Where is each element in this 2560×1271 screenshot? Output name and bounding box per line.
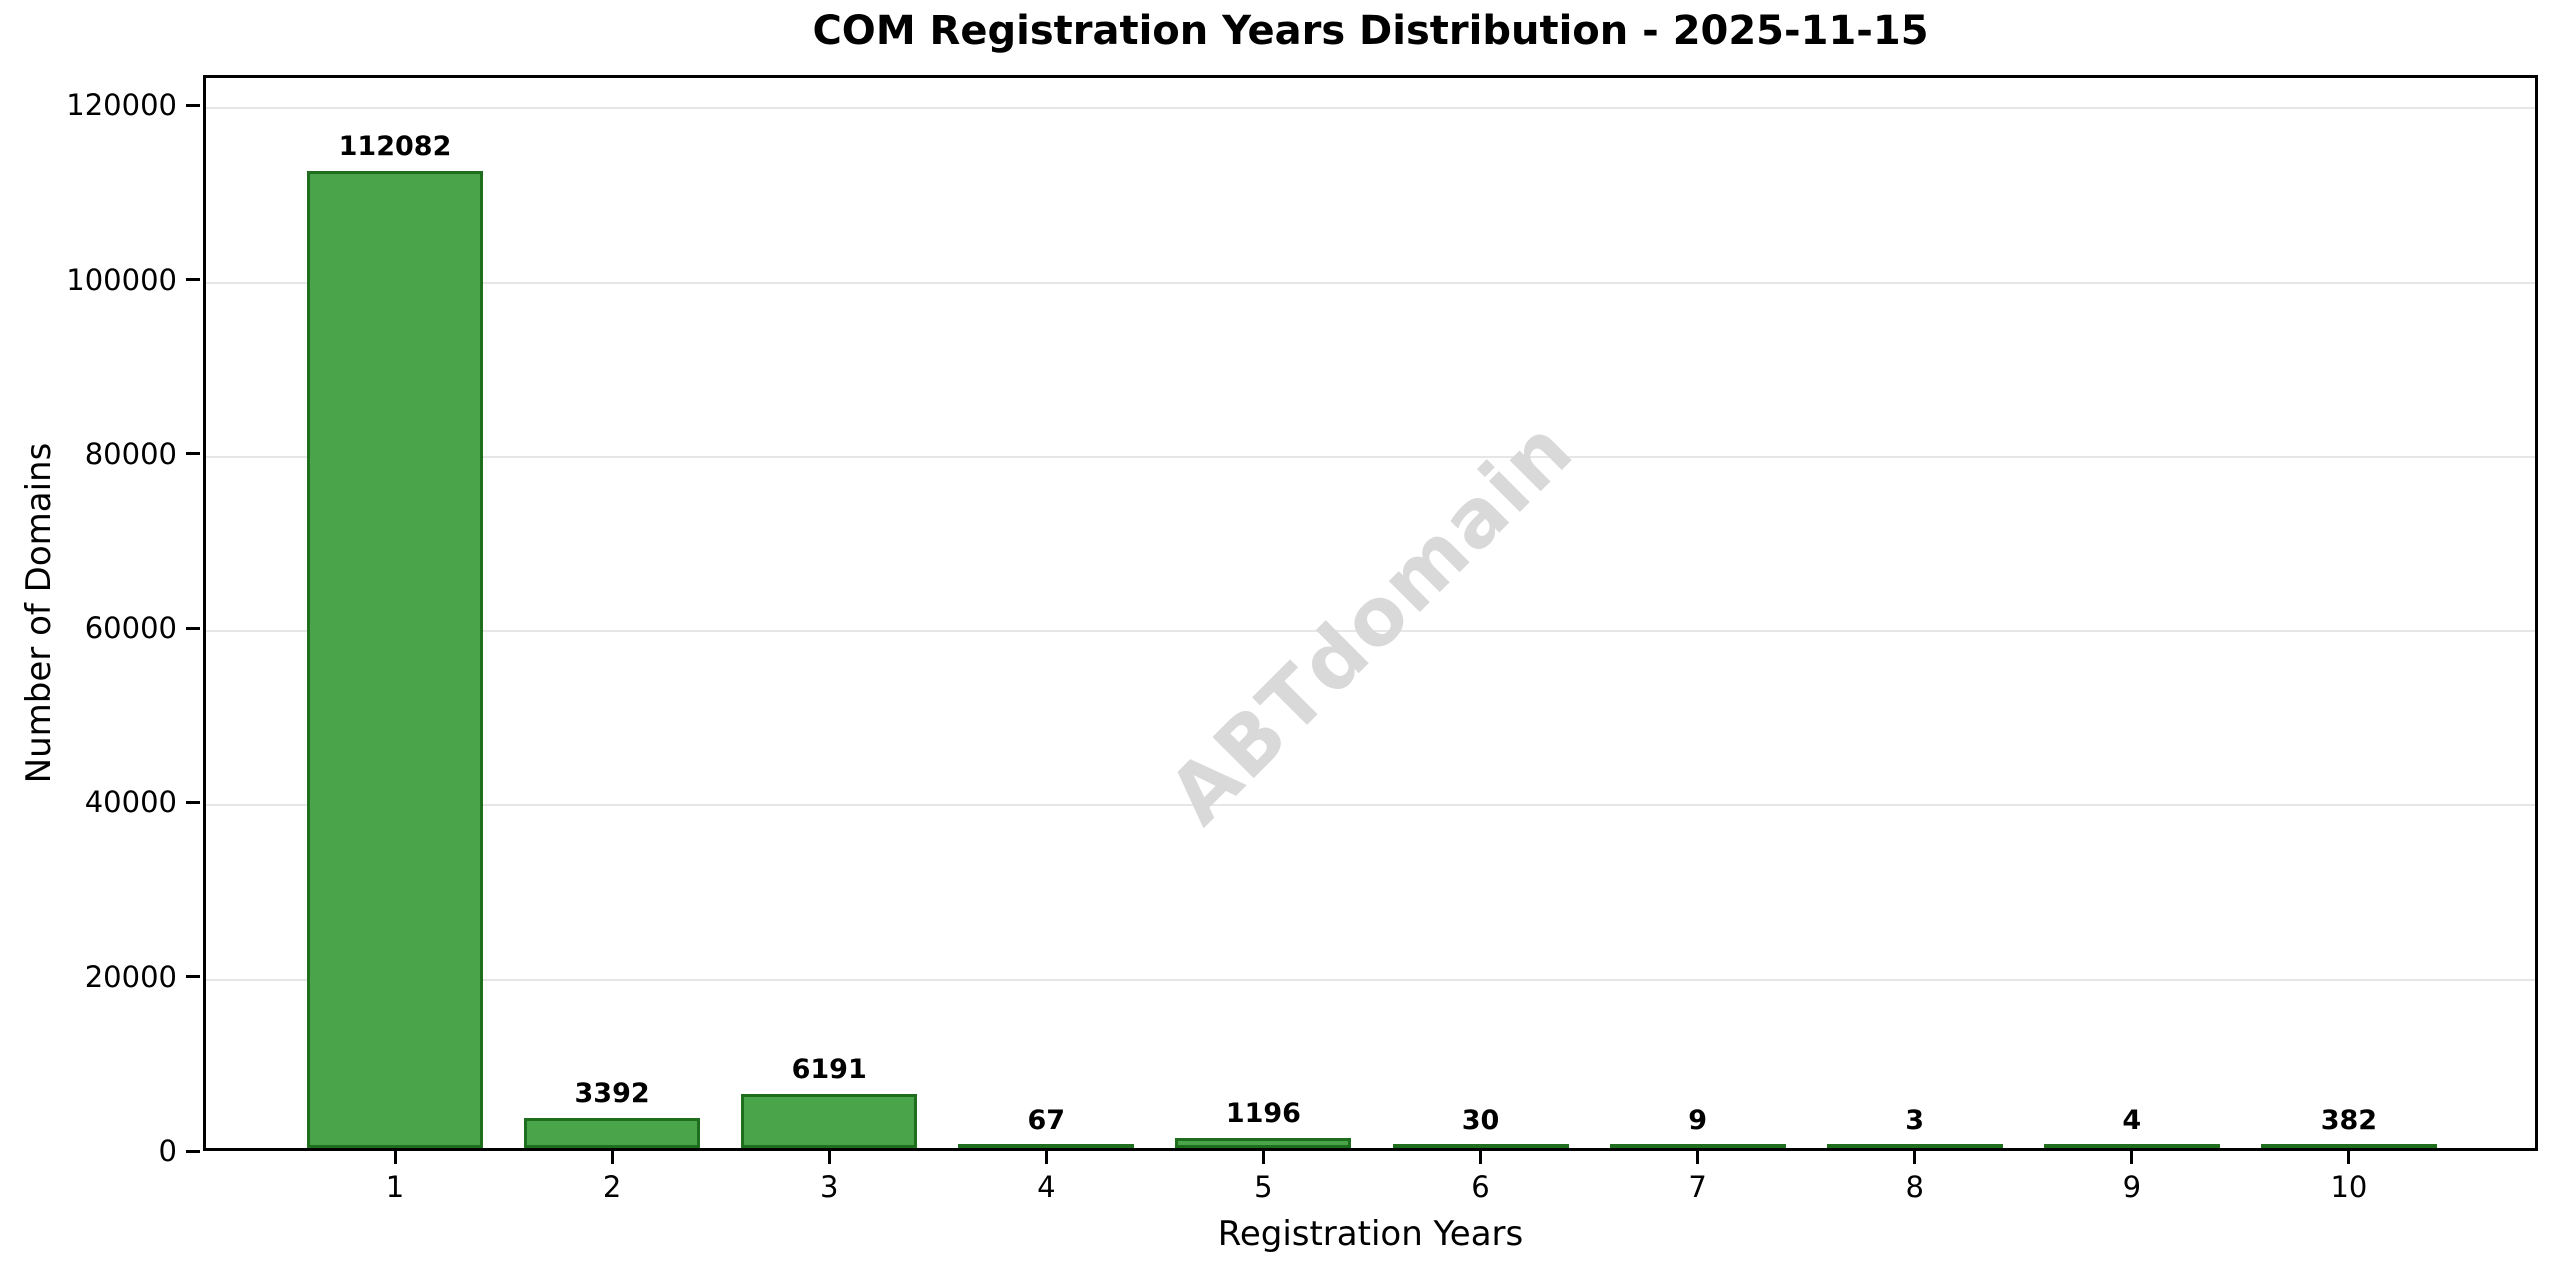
y-tick-label-120000: 120000 [66,88,177,123]
x-tick-label-4: 4 [1037,1170,1056,1204]
bar-year-5 [1175,1137,1352,1148]
plot-area: ABTdomain 112082 3392 6191 67 1196 30 9 3 4 382 [203,75,2538,1151]
bar-year-2 [524,1118,701,1148]
x-tick-label-2: 2 [602,1170,622,1204]
x-tick-label-7: 7 [1688,1170,1707,1204]
bar-value-label-7: 9 [1688,1105,1707,1136]
x-tick-mark-5 [1261,1151,1265,1164]
gridline-100000 [206,281,2535,284]
bar-year-4 [958,1144,1135,1148]
x-tick-label-8: 8 [1905,1170,1924,1204]
gridline-60000 [206,630,2535,633]
bar-value-label-1: 112082 [338,131,452,163]
bar-year-9 [2043,1144,2220,1148]
bar-value-label-6: 30 [1461,1105,1500,1136]
gridline-80000 [206,455,2535,458]
bar-year-7 [1609,1144,1786,1148]
bar-year-6 [1392,1144,1569,1148]
gridline-40000 [206,804,2535,807]
y-tick-label-20000: 20000 [84,959,177,994]
y-tick-label-0: 0 [158,1134,177,1168]
y-tick-mark-60000 [186,626,200,630]
bar-year-1 [307,171,483,1148]
y-tick-mark-40000 [186,800,200,804]
bar-value-label-9: 4 [2122,1105,2142,1136]
bar-value-label-4: 67 [1027,1105,1066,1136]
y-tick-label-60000: 60000 [84,611,177,646]
x-tick-label-10: 10 [2330,1170,2368,1204]
chart-title: COM Registration Years Distribution - 20… [812,8,1929,54]
bar-value-label-8: 3 [1905,1105,1925,1136]
y-tick-mark-100000 [186,278,200,282]
bar-value-label-3: 6191 [791,1054,867,1086]
x-tick-label-1: 1 [385,1170,405,1204]
bar-year-8 [1826,1144,2003,1148]
x-tick-label-5: 5 [1254,1170,1273,1204]
x-tick-mark-8 [1913,1151,1917,1164]
x-tick-mark-2 [610,1151,614,1164]
y-tick-label-40000: 40000 [84,785,177,820]
x-tick-label-6: 6 [1471,1170,1490,1204]
x-tick-mark-7 [1696,1151,1700,1164]
bar-value-label-10: 382 [2320,1104,2378,1136]
bar-value-label-5: 1196 [1225,1097,1301,1129]
y-tick-label-100000: 100000 [66,262,177,297]
x-tick-mark-6 [1479,1151,1482,1164]
y-tick-mark-20000 [186,975,200,979]
x-axis-title: Registration Years [1217,1214,1524,1254]
x-tick-mark-1 [393,1151,397,1164]
x-tick-label-3: 3 [819,1170,839,1204]
x-tick-mark-4 [1044,1151,1048,1164]
gridline-20000 [206,978,2535,981]
x-tick-mark-3 [827,1151,831,1164]
y-tick-label-80000: 80000 [84,436,177,471]
x-tick-mark-10 [2347,1151,2351,1164]
y-tick-mark-0 [186,1149,200,1153]
bar-year-10 [2260,1144,2437,1148]
x-tick-label-9: 9 [2122,1170,2142,1204]
x-tick-mark-9 [2130,1151,2134,1164]
bar-value-label-2: 3392 [574,1078,650,1110]
y-tick-mark-120000 [186,103,200,107]
gridline-120000 [206,107,2535,110]
y-tick-mark-80000 [186,452,200,456]
bar-year-3 [741,1094,918,1148]
